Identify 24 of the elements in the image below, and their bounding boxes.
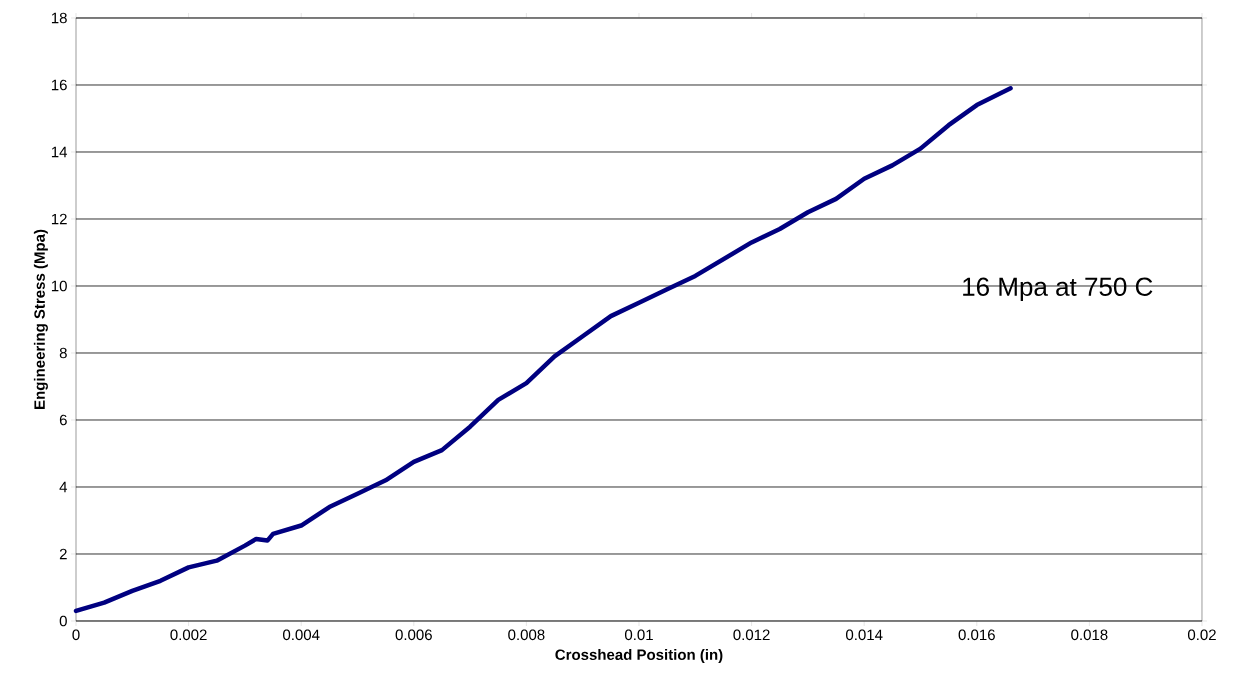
- y-tick-label: 8: [59, 347, 67, 359]
- x-tick-label: 0.02: [1187, 629, 1216, 641]
- y-tick-label: 18: [51, 12, 67, 24]
- y-tick-label: 2: [59, 548, 67, 560]
- x-tick-label: 0.002: [170, 629, 207, 641]
- y-tick-label: 6: [59, 414, 67, 426]
- x-tick-label: 0.01: [624, 629, 653, 641]
- y-tick-label: 4: [59, 481, 68, 493]
- x-tick-label: 0.014: [846, 629, 883, 641]
- x-tick-label: 0.012: [733, 629, 770, 641]
- annotation: 16 Mpa at 750 C: [963, 277, 1153, 302]
- x-tick-label: 0.006: [395, 629, 432, 641]
- x-tick-label: 0.018: [1071, 629, 1108, 641]
- x-tick-label: 0: [72, 629, 80, 641]
- y-tick-label: 12: [51, 213, 67, 225]
- x-tick-label: 0.016: [958, 629, 995, 641]
- y-tick-label: 16: [51, 79, 67, 91]
- y-axis-title: Engineering Stress (Mpa): [33, 229, 48, 409]
- y-tick-label: 0: [59, 615, 67, 627]
- x-tick-label: 0.008: [508, 629, 545, 641]
- y-tick-label: 10: [51, 280, 67, 292]
- y-tick-label: 14: [51, 146, 68, 158]
- x-tick-label: 0.004: [283, 629, 320, 641]
- x-axis-title: Crosshead Position (in): [555, 649, 723, 663]
